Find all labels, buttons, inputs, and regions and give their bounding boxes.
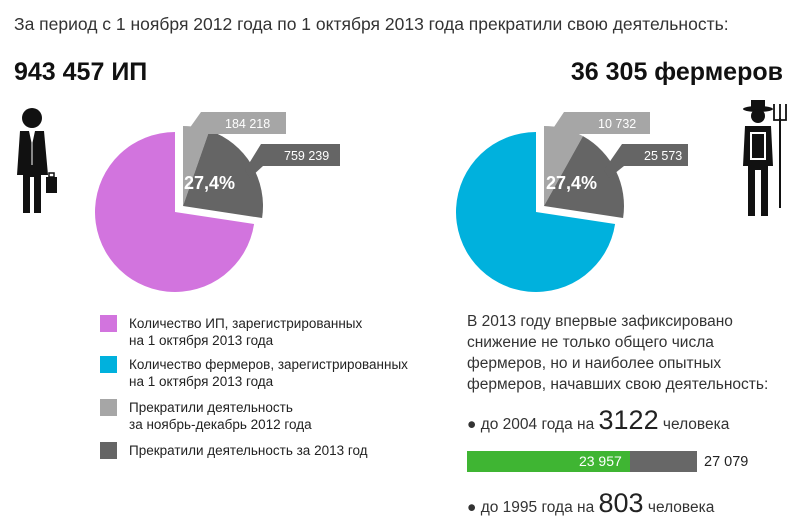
experienced-farmers-bar: 23 957 xyxy=(467,451,697,472)
callout-2012-value: 10 732 xyxy=(598,117,636,131)
bullet-prefix: до 1995 года на xyxy=(480,499,595,516)
businessman-icon xyxy=(17,108,57,213)
legend-text: Прекратили деятельность за 2013 год xyxy=(129,443,368,458)
note-line: снижение не только общего числа xyxy=(467,334,714,351)
bullet-suffix: человека xyxy=(647,499,715,516)
bullet-2004: ● до 2004 года на 3122 человека xyxy=(467,405,729,436)
farmers-note: В 2013 году впервые зафиксировано снижен… xyxy=(467,311,789,395)
legend-item-ip: Количество ИП, зарегистрированных на 1 ок… xyxy=(100,315,362,349)
callout-2012: 184 218 xyxy=(184,112,286,144)
bullet-prefix: до 2004 года на xyxy=(480,416,595,433)
pie-slice-ip-registered xyxy=(95,132,255,292)
legend-swatch xyxy=(100,315,117,332)
farmer-icon xyxy=(743,100,787,216)
legend-item-farmers: Количество фермеров, зарегистрированных н… xyxy=(100,356,408,390)
pie-slice-closed-2012 xyxy=(183,126,210,206)
bullet-1995: ● до 1995 года на 803 человека xyxy=(467,488,714,519)
legend-text: Количество фермеров, зарегистрированных xyxy=(129,357,408,372)
bullet-dot: ● xyxy=(467,499,477,516)
pie-chart-farmers: 10 732 25 573 27,4% xyxy=(456,112,688,292)
callout-2013: 759 239 xyxy=(245,144,340,178)
bullet-suffix: человека xyxy=(662,416,730,433)
pie-slice-farmers-registered xyxy=(456,132,616,292)
legend-swatch xyxy=(100,442,117,459)
legend-text: за ноябрь-декабрь 2012 года xyxy=(129,417,312,432)
callout-2013: 25 573 xyxy=(604,144,688,178)
note-line: фермеров, начавших свою деятельность: xyxy=(467,376,769,393)
legend-swatch xyxy=(100,356,117,373)
bullet-number: 3122 xyxy=(598,405,659,435)
pie-ip-center-label: 27,4% xyxy=(184,173,235,193)
callout-2013-value: 759 239 xyxy=(284,149,329,163)
page-heading: За период с 1 ноября 2012 года по 1 октя… xyxy=(14,14,729,34)
bar-fill-label: 23 957 xyxy=(578,453,622,469)
left-title: 943 457 ИП xyxy=(14,58,148,86)
legend-text: на 1 октября 2013 года xyxy=(129,374,274,389)
legend-item-closed-2012: Прекратили деятельность за ноябрь-декабрь… xyxy=(100,399,312,433)
bar-fill: 23 957 xyxy=(467,451,630,472)
pie-farmers-center-label: 27,4% xyxy=(546,173,597,193)
right-title: 36 305 фермеров xyxy=(570,58,783,86)
pie-chart-ip: 184 218 759 239 27,4% xyxy=(95,112,340,292)
pie-slice-closed-2013 xyxy=(183,130,263,219)
callout-2012-value: 184 218 xyxy=(225,117,270,131)
bullet-number: 803 xyxy=(598,488,644,518)
bar-total-label: 27 079 xyxy=(704,454,749,470)
note-line: фермеров, но и наиболее опытных xyxy=(467,355,722,372)
pie-slice-closed-2013 xyxy=(544,136,624,219)
bullet-dot: ● xyxy=(467,416,477,433)
legend-text: на 1 октября 2013 года xyxy=(129,333,274,348)
legend-text: Количество ИП, зарегистрированных xyxy=(129,316,363,331)
note-line: В 2013 году впервые зафиксировано xyxy=(467,313,733,330)
callout-2012: 10 732 xyxy=(548,112,650,144)
pie-slice-closed-2012 xyxy=(544,126,583,206)
legend-text: Прекратили деятельность xyxy=(129,400,293,415)
legend-swatch xyxy=(100,399,117,416)
callout-2013-value: 25 573 xyxy=(644,149,682,163)
legend-item-closed-2013: Прекратили деятельность за 2013 год xyxy=(100,442,368,459)
